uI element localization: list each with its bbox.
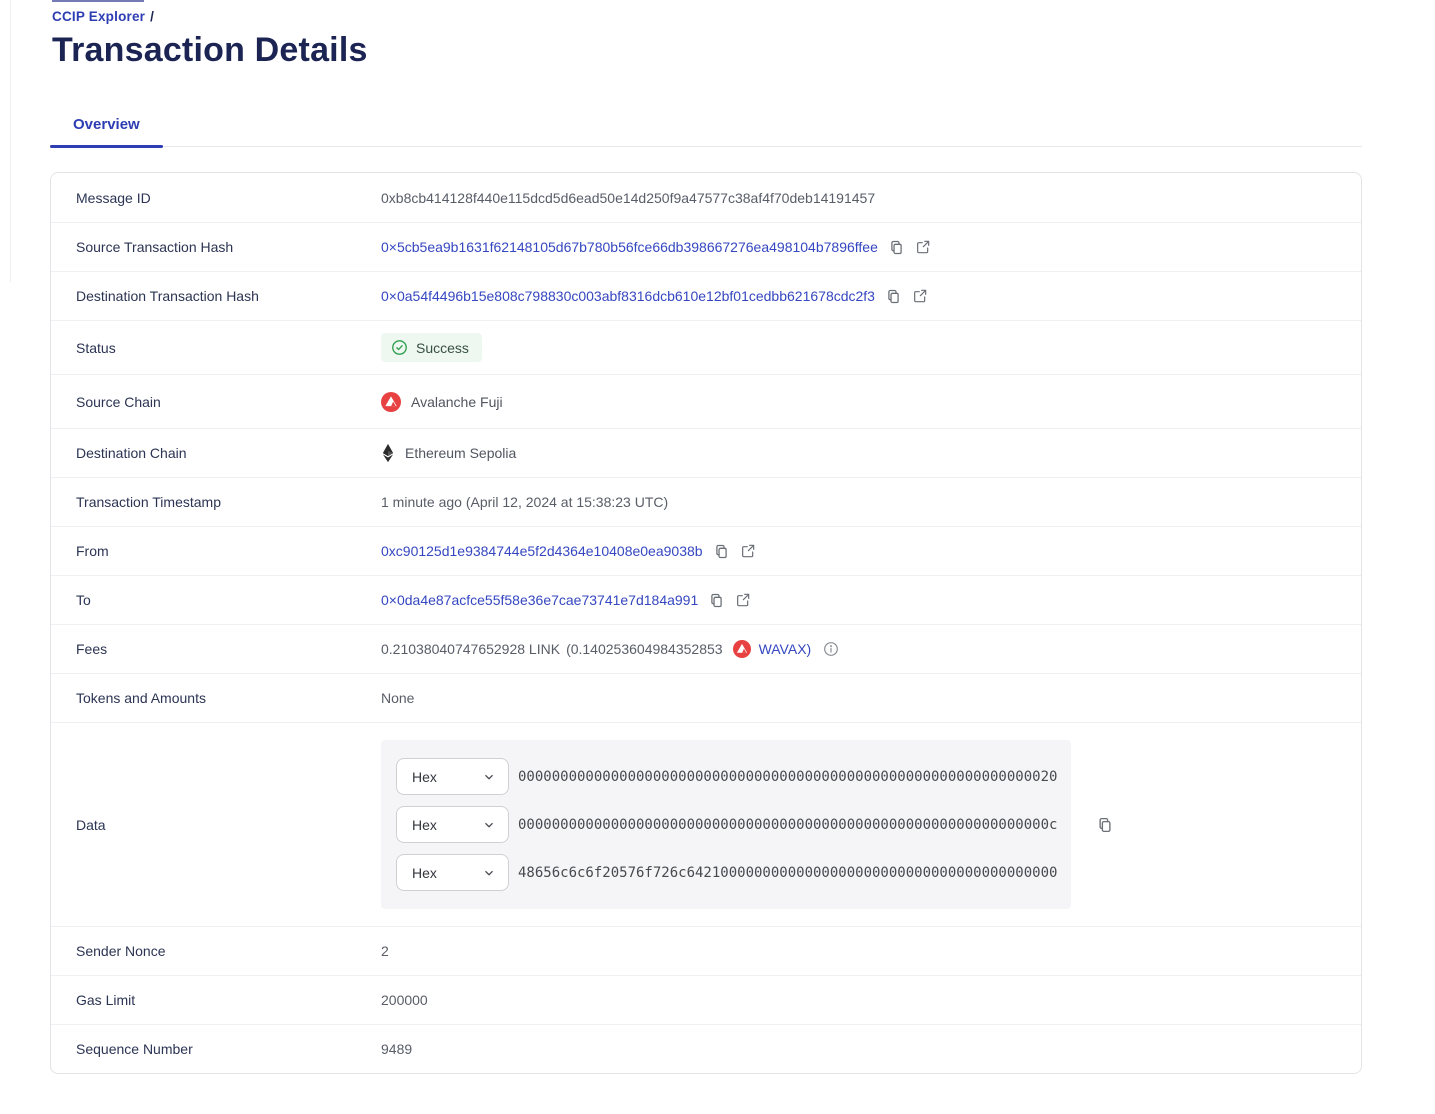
row-label: Gas Limit <box>76 992 136 1008</box>
left-edge-divider <box>10 0 11 282</box>
data-format-select[interactable]: Hex <box>396 854 509 891</box>
external-link-button[interactable] <box>740 543 756 559</box>
fees-token-link[interactable]: WAVAX) <box>758 641 812 657</box>
row-sequence-number: Sequence Number 9489 <box>51 1024 1361 1073</box>
sender-nonce-value: 2 <box>381 943 389 959</box>
status-badge: Success <box>381 333 482 362</box>
data-format-label: Hex <box>412 768 437 785</box>
tokens-amounts-value: None <box>381 690 415 706</box>
row-status: Status Success <box>51 320 1361 374</box>
to-address-link[interactable]: 0×0da4e87acfce55f58e36e7cae73741e7d184a9… <box>381 592 699 608</box>
data-format-select[interactable]: Hex <box>396 758 509 795</box>
row-to: To 0×0da4e87acfce55f58e36e7cae73741e7d18… <box>51 575 1361 624</box>
chevron-down-icon <box>485 774 493 779</box>
ethereum-icon <box>382 443 394 463</box>
fees-amount: 0.21038040747652928 LINK <box>381 641 561 657</box>
data-format-select[interactable]: Hex <box>396 806 509 843</box>
row-label: Tokens and Amounts <box>76 690 206 706</box>
row-destination-chain: Destination Chain Ethereum Sepolia <box>51 428 1361 477</box>
timestamp-value: 1 minute ago (April 12, 2024 at 15:38:23… <box>381 494 669 510</box>
external-link-icon <box>741 544 754 558</box>
copy-button[interactable] <box>888 239 905 256</box>
data-line: Hex 000000000000000000000000000000000000… <box>396 806 1071 843</box>
row-transaction-timestamp: Transaction Timestamp 1 minute ago (Apri… <box>51 477 1361 526</box>
row-label: Transaction Timestamp <box>76 494 221 510</box>
copy-icon <box>891 240 902 254</box>
chevron-down-icon <box>485 822 493 827</box>
tab-overview[interactable]: Overview <box>50 116 163 148</box>
copy-icon <box>715 544 727 558</box>
row-label: Destination Transaction Hash <box>76 288 259 304</box>
copy-icon <box>888 289 899 303</box>
cropped-top-fragment <box>52 0 144 2</box>
tab-bar: Overview <box>50 116 1362 148</box>
destination-chain-value: Ethereum Sepolia <box>381 443 516 463</box>
check-circle-icon <box>392 340 407 355</box>
status-text: Success <box>416 339 469 356</box>
avalanche-icon <box>381 391 401 412</box>
avalanche-icon <box>732 640 751 658</box>
copy-button[interactable] <box>885 288 902 305</box>
row-label: To <box>76 592 91 608</box>
sequence-number-value: 9489 <box>381 1041 413 1057</box>
row-data: Data Hex 0000000000000000000000000000000… <box>51 722 1361 926</box>
external-link-button[interactable] <box>915 239 931 255</box>
row-label: From <box>76 543 109 559</box>
transaction-details-card: Message ID 0xb8cb414128f440e115dcd5d6ead… <box>50 172 1362 1074</box>
gas-limit-value: 200000 <box>381 992 428 1008</box>
copy-button[interactable] <box>1096 816 1114 834</box>
breadcrumb-separator: / <box>150 9 155 24</box>
row-label: Sequence Number <box>76 1041 193 1057</box>
source-chain-name: Avalanche Fuji <box>411 393 503 410</box>
row-gas-limit: Gas Limit 200000 <box>51 975 1361 1024</box>
row-source-tx-hash: Source Transaction Hash 0×5cb5ea9b1631f6… <box>51 222 1361 271</box>
info-icon[interactable] <box>823 641 839 657</box>
page-header: CCIP Explorer / Transaction Details <box>0 0 1435 70</box>
row-from: From 0xc90125d1e9384744e5f2d4364e10408e0… <box>51 526 1361 575</box>
copy-icon <box>1099 817 1111 832</box>
row-source-chain: Source Chain Avalanche Fuji <box>51 374 1361 428</box>
source-chain-value: Avalanche Fuji <box>381 391 503 412</box>
destination-chain-name: Ethereum Sepolia <box>405 445 517 461</box>
row-label: Sender Nonce <box>76 943 166 959</box>
row-label: Source Transaction Hash <box>76 239 234 255</box>
source-tx-hash-link[interactable]: 0×5cb5ea9b1631f62148105d67b780b56fce66db… <box>381 239 878 255</box>
data-hex-value: 48656c6c6f20576f726c64210000000000000000… <box>518 864 1058 881</box>
breadcrumb: CCIP Explorer / <box>52 9 1435 24</box>
row-label: Source Chain <box>76 393 161 410</box>
row-destination-tx-hash: Destination Transaction Hash 0×0a54f4496… <box>51 271 1361 320</box>
external-link-button[interactable] <box>735 592 751 608</box>
data-line: Hex 48656c6c6f20576f726c6421000000000000… <box>396 854 1071 891</box>
copy-icon <box>711 593 723 607</box>
row-label: Status <box>76 339 116 356</box>
data-format-label: Hex <box>412 816 437 833</box>
copy-button[interactable] <box>708 592 725 609</box>
data-format-label: Hex <box>412 864 437 881</box>
external-link-button[interactable] <box>912 288 928 304</box>
breadcrumb-link-ccip-explorer[interactable]: CCIP Explorer <box>52 9 146 24</box>
external-link-icon <box>916 240 930 254</box>
row-label: Message ID <box>76 189 151 206</box>
data-hex-value: 0000000000000000000000000000000000000000… <box>518 816 1058 833</box>
fees-converted-amount: (0.140253604984352853 <box>566 641 723 657</box>
data-line: Hex 000000000000000000000000000000000000… <box>396 758 1071 795</box>
row-label: Destination Chain <box>76 445 187 461</box>
row-fees: Fees 0.21038040747652928 LINK (0.1402536… <box>51 624 1361 673</box>
from-address-link[interactable]: 0xc90125d1e9384744e5f2d4364e10408e0ea903… <box>381 543 703 559</box>
data-hex-panel: Hex 000000000000000000000000000000000000… <box>381 740 1071 909</box>
row-tokens-and-amounts: Tokens and Amounts None <box>51 673 1361 722</box>
external-link-icon <box>914 289 927 303</box>
row-sender-nonce: Sender Nonce 2 <box>51 926 1361 975</box>
message-id-value: 0xb8cb414128f440e115dcd5d6ead50e14d250f9… <box>381 189 876 206</box>
row-label: Fees <box>76 641 108 657</box>
chevron-down-icon <box>485 870 493 875</box>
copy-button[interactable] <box>713 543 730 560</box>
data-hex-value: 0000000000000000000000000000000000000000… <box>518 768 1058 785</box>
row-label: Data <box>76 816 106 833</box>
external-link-icon <box>737 593 750 607</box>
destination-tx-hash-link[interactable]: 0×0a54f4496b15e808c798830c003abf8316dcb6… <box>381 288 875 304</box>
page-title: Transaction Details <box>52 31 368 69</box>
row-message-id: Message ID 0xb8cb414128f440e115dcd5d6ead… <box>51 173 1361 222</box>
